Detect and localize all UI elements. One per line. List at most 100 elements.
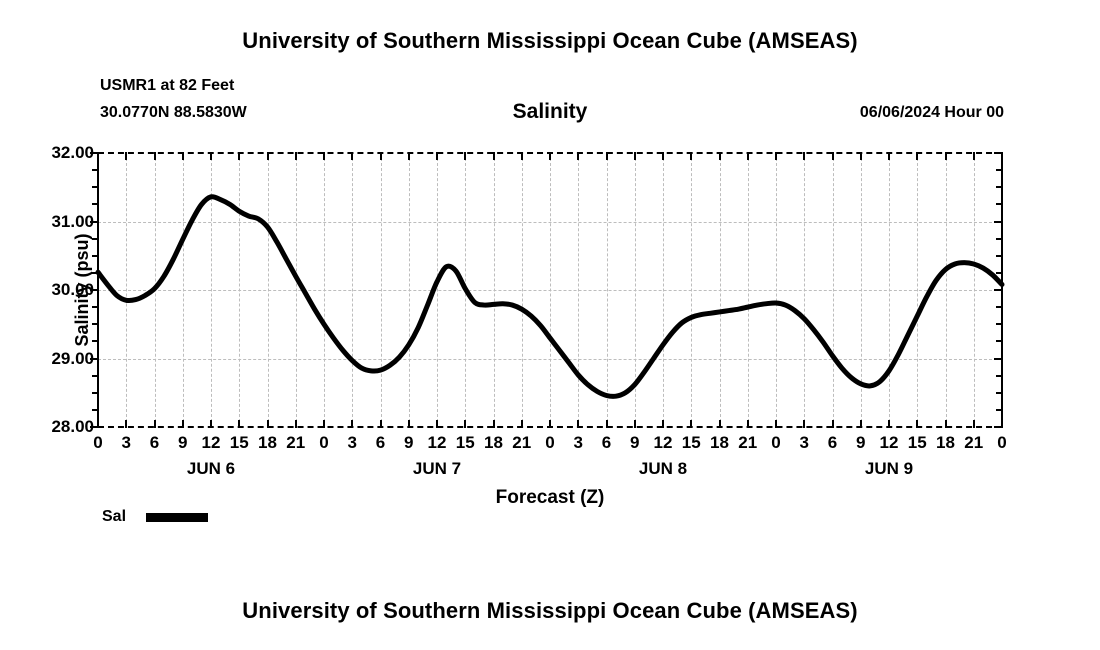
- x-tick-label: 15: [907, 433, 927, 452]
- x-tick-top: [379, 152, 382, 160]
- x-tick-label: 0: [93, 433, 103, 452]
- x-tick-bottom: [831, 420, 834, 428]
- y-tick-minor: [92, 237, 99, 240]
- y-axis-right-line: [1001, 153, 1003, 428]
- x-tick-bottom: [153, 420, 156, 428]
- x-tick-bottom: [662, 420, 664, 428]
- x-tick-label: 0: [545, 433, 555, 452]
- x-tick-label: 9: [856, 433, 866, 452]
- x-tick-bottom: [492, 420, 495, 428]
- x-tick-bottom: [718, 420, 721, 428]
- x-tick-bottom: [323, 420, 325, 428]
- x-tick-label: 12: [201, 433, 221, 452]
- x-tick-label: 18: [258, 433, 277, 452]
- x-tick-bottom: [888, 420, 890, 428]
- y-tick-minor: [92, 374, 99, 377]
- y-tick-major: [90, 426, 99, 428]
- x-tick-label: 9: [630, 433, 640, 452]
- x-tick-label: 6: [601, 433, 612, 452]
- x-tick-top: [831, 152, 834, 160]
- gridline-horizontal: [98, 358, 1002, 360]
- y-axis-title: Salinity (psu): [72, 233, 93, 347]
- x-tick-label: 3: [573, 433, 583, 452]
- y-tick-minor-right: [996, 169, 1003, 172]
- x-tick-bottom: [775, 420, 777, 428]
- x-tick-label: 9: [404, 433, 414, 452]
- x-tick-bottom: [577, 420, 580, 428]
- y-tick-minor-right: [996, 254, 1003, 257]
- x-tick-bottom: [464, 420, 467, 428]
- x-tick-label: 0: [771, 433, 781, 452]
- y-tick-major-right: [994, 220, 1003, 223]
- x-tick-top: [690, 152, 693, 160]
- x-tick-top: [803, 152, 806, 160]
- x-tick-top: [294, 152, 297, 160]
- x-tick-top: [153, 152, 156, 160]
- x-tick-top: [746, 152, 749, 160]
- variable-title: Salinity: [512, 100, 588, 123]
- x-tick-bottom: [633, 420, 636, 428]
- x-tick-label: 21: [738, 433, 758, 452]
- x-tick-label: 12: [653, 433, 673, 452]
- data-series-line: [95, 194, 1005, 399]
- y-tick-label: 30.00: [51, 280, 94, 299]
- y-tick-minor-right: [996, 237, 1003, 240]
- y-tick-major: [90, 357, 99, 360]
- x-tick-label: 21: [512, 433, 532, 452]
- x-tick-bottom: [520, 420, 523, 428]
- x-tick-top: [577, 152, 580, 160]
- legend: Sal: [102, 508, 209, 526]
- x-tick-top: [633, 152, 636, 160]
- y-tick-minor: [92, 306, 99, 309]
- x-tick-top: [351, 152, 354, 160]
- x-tick-label: 15: [229, 433, 249, 452]
- y-tick-label: 32.00: [51, 143, 94, 162]
- gridline-horizontal: [98, 221, 1002, 223]
- x-axis-title: Forecast (Z): [495, 487, 605, 508]
- y-tick-minor: [92, 340, 99, 343]
- x-tick-bottom: [125, 420, 128, 428]
- x-tick-top: [662, 152, 664, 160]
- x-tick-label: 6: [149, 433, 160, 452]
- x-tick-top: [718, 152, 721, 160]
- y-tick-minor-right: [996, 186, 1003, 189]
- coordinates-label: 30.0770N 88.5830W: [100, 104, 247, 121]
- y-tick-minor: [92, 391, 99, 394]
- x-tick-label: 18: [484, 433, 503, 452]
- x-tick-top: [238, 152, 241, 160]
- y-tick-minor: [92, 323, 99, 326]
- model-run-label: 06/06/2024 Hour 00: [859, 104, 1004, 121]
- y-tick-label: 31.00: [51, 211, 94, 231]
- page-title-top: University of Southern Mississippi Ocean…: [242, 28, 858, 53]
- y-tick-minor-right: [996, 271, 1003, 274]
- series-path-sal: [95, 194, 1005, 399]
- x-tick-label: 18: [936, 433, 955, 452]
- y-axis-line: [97, 153, 99, 427]
- y-tick-minor-right: [996, 306, 1003, 309]
- x-tick-bottom: [746, 420, 749, 428]
- x-tick-label: 15: [681, 433, 701, 452]
- x-tick-bottom: [605, 420, 608, 428]
- y-tick-major-right: [994, 289, 1003, 291]
- x-tick-top: [323, 152, 325, 160]
- x-tick-bottom: [351, 420, 354, 428]
- plot-area: 28.00 29.00 30.00 31.00 32.00 Salinity (psu)…: [51, 143, 1006, 508]
- x-tick-bottom: [436, 420, 438, 428]
- x-tick-label: 21: [964, 433, 984, 452]
- y-tick-minor: [92, 254, 99, 257]
- y-tick-major: [90, 152, 99, 154]
- legend-swatch-sal: [146, 512, 209, 522]
- x-day-label: JUN 8: [638, 459, 688, 478]
- x-tick-bottom: [407, 420, 410, 428]
- x-tick-bottom: [210, 420, 212, 428]
- x-tick-top: [775, 152, 777, 160]
- x-tick-label: 18: [710, 433, 729, 452]
- x-tick-label: 0: [319, 433, 329, 452]
- x-tick-bottom: [181, 420, 184, 428]
- y-tick-minor: [92, 408, 99, 411]
- x-tick-label: 12: [427, 433, 447, 452]
- x-tick-bottom: [238, 420, 241, 428]
- x-tick-label: 12: [879, 433, 899, 452]
- y-tick-major-right: [994, 357, 1003, 360]
